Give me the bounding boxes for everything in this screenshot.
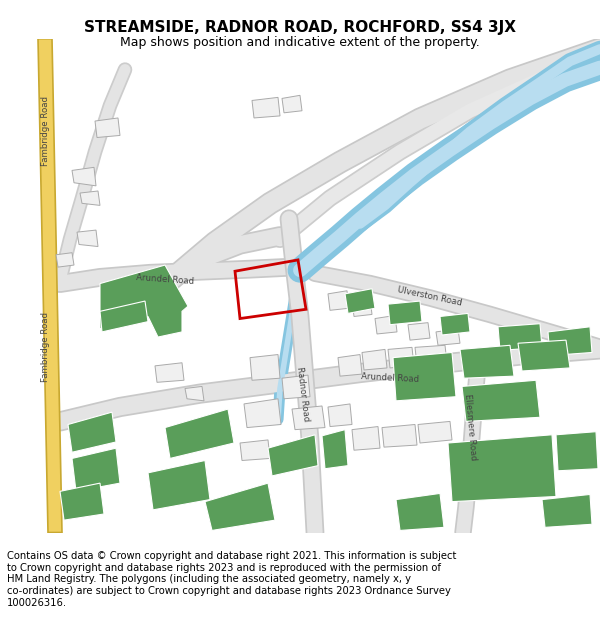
Polygon shape [408,322,430,340]
Polygon shape [375,316,397,334]
Polygon shape [388,348,414,368]
Text: Ulverston Road: Ulverston Road [397,284,463,307]
Polygon shape [388,301,422,325]
Polygon shape [68,412,116,452]
Text: Arundel Road: Arundel Road [136,273,194,286]
Polygon shape [345,289,375,313]
Polygon shape [240,440,270,461]
Polygon shape [418,421,452,443]
Polygon shape [542,494,592,528]
Polygon shape [80,191,100,206]
Polygon shape [185,386,204,401]
Polygon shape [205,483,275,531]
Text: Radnor Road: Radnor Road [295,366,311,421]
Polygon shape [282,375,310,399]
Polygon shape [252,98,280,118]
Polygon shape [250,354,280,380]
Polygon shape [460,345,514,378]
Polygon shape [56,253,74,267]
Polygon shape [77,230,98,246]
Polygon shape [100,301,148,332]
Polygon shape [415,345,447,365]
Polygon shape [548,327,592,356]
Polygon shape [328,291,349,310]
Polygon shape [352,298,372,316]
Text: Arundel Road: Arundel Road [361,372,419,384]
Polygon shape [292,406,325,429]
Text: Fambridge Road: Fambridge Road [41,312,50,382]
Polygon shape [352,426,380,450]
Polygon shape [440,313,470,335]
Polygon shape [462,380,540,421]
Text: Ellesmere Road: Ellesmere Road [463,394,478,461]
Polygon shape [338,354,362,376]
Polygon shape [322,429,348,469]
Text: STREAMSIDE, RADNOR ROAD, ROCHFORD, SS4 3JX: STREAMSIDE, RADNOR ROAD, ROCHFORD, SS4 3… [84,20,516,35]
Polygon shape [72,448,120,491]
Polygon shape [518,340,570,371]
Polygon shape [448,435,556,502]
Polygon shape [155,362,184,382]
Text: Fambridge Road: Fambridge Road [41,96,50,166]
Polygon shape [60,483,104,520]
Polygon shape [282,96,302,112]
Polygon shape [244,399,281,428]
Polygon shape [393,352,456,401]
Polygon shape [328,404,352,426]
Polygon shape [362,349,387,370]
Polygon shape [498,324,542,351]
Polygon shape [95,118,120,138]
Polygon shape [165,409,234,459]
Polygon shape [556,432,598,471]
Text: Map shows position and indicative extent of the property.: Map shows position and indicative extent… [120,36,480,49]
Polygon shape [38,39,62,532]
Polygon shape [268,435,318,476]
Polygon shape [72,168,96,186]
Polygon shape [396,493,444,531]
Text: Contains OS data © Crown copyright and database right 2021. This information is : Contains OS data © Crown copyright and d… [7,551,457,608]
Polygon shape [100,265,188,337]
Polygon shape [436,329,460,345]
Polygon shape [382,424,417,447]
Polygon shape [148,461,210,510]
